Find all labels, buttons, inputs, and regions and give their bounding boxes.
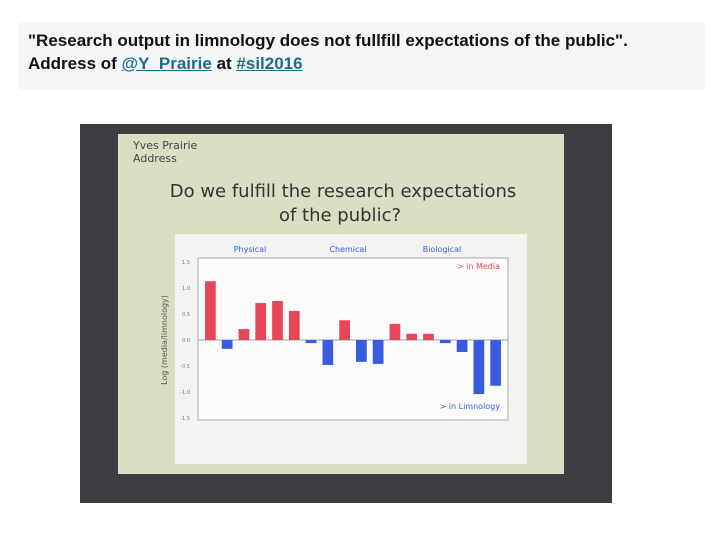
hashtag-link[interactable]: #sil2016 [236,54,303,73]
group-label: Chemical [329,245,366,254]
slide-title: Do we fulfill the research expectations [170,181,517,202]
bar [272,301,283,340]
bar [439,340,451,344]
bar [372,340,384,364]
bar [490,340,501,386]
slide-title: of the public? [279,205,401,226]
bar [406,333,418,340]
speaker: Yves Prairie [132,139,198,152]
y-tick-label: 1.0 [182,286,190,292]
post-body: "Research output in limnology does not f… [28,31,628,73]
bar [389,323,401,340]
annotation: > in Media [457,262,500,271]
group-label: Biological [423,245,462,254]
bar [339,320,350,340]
bar [221,340,233,349]
bar [255,303,267,340]
bar [205,281,216,340]
mention-link[interactable]: @Y_Prairie [121,54,212,73]
y-tick-label: -0.5 [180,364,190,370]
bar [423,333,434,340]
bar [356,340,367,362]
y-tick-label: -1.5 [180,416,190,422]
bar [322,340,334,365]
post-body: at [216,54,232,73]
group-label: Physical [234,245,267,254]
y-tick-label: -1.0 [180,390,190,396]
annotation: > in Limnology [440,402,501,411]
y-tick-label: 0.5 [182,312,190,318]
bar [305,340,317,344]
y-tick-label: 1.5 [182,260,190,266]
slide-subtitle: Address [133,152,177,165]
post-text: "Research output in limnology does not f… [18,22,705,90]
bar [288,310,300,340]
bar [473,340,485,395]
y-tick-label: 0.0 [182,338,190,344]
bar [456,340,468,352]
plot-area [197,257,509,421]
bar [238,329,250,340]
y-axis-label: Log (media/limnology) [160,295,169,385]
